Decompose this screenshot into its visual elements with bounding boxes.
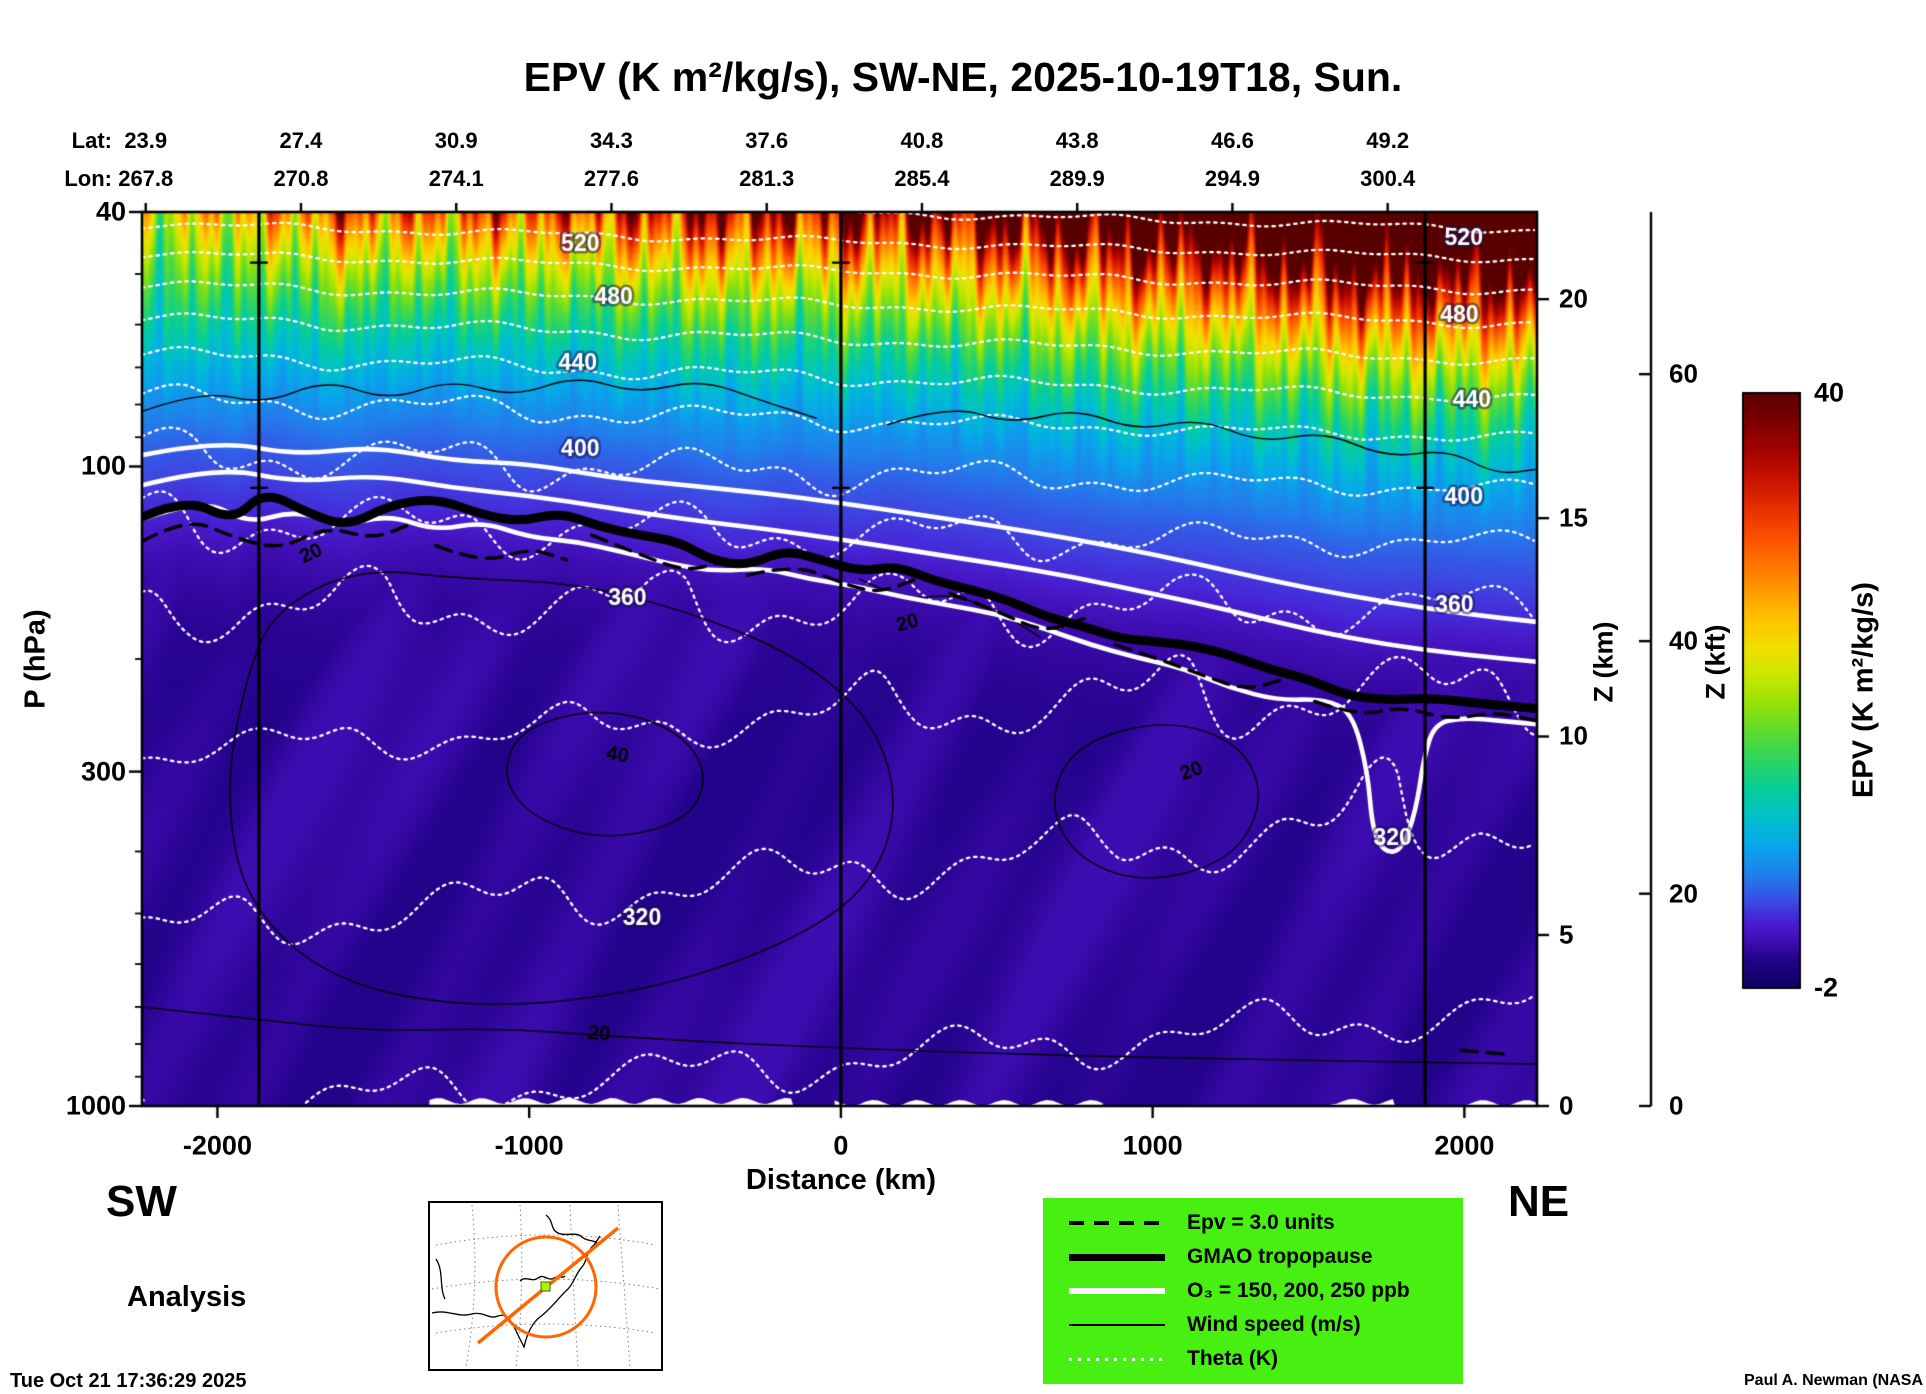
lon-axis-label: Lon:: [64, 166, 112, 191]
lat-value: 23.9: [124, 128, 168, 153]
legend-label-ozone: O₃ = 150, 200, 250 ppb: [1187, 1279, 1410, 1302]
legend-label-theta: Theta (K): [1187, 1347, 1278, 1370]
z-km-tick-label: 15: [1559, 502, 1588, 533]
legend: Epv = 3.0 units GMAO tropopause O₃ = 150…: [1043, 1198, 1463, 1384]
lat-value: 40.8: [900, 128, 944, 153]
legend-label-wind: Wind speed (m/s): [1187, 1313, 1361, 1336]
lat-axis-label: Lat:: [71, 128, 112, 153]
z-km-axis-title: Z (km): [1588, 621, 1619, 703]
lat-value: 37.6: [745, 128, 789, 153]
x-axis-title: Distance (km): [745, 1164, 937, 1196]
map-graticule: [431, 1204, 661, 1368]
lat-value: 27.4: [279, 128, 323, 153]
map-center-marker: [540, 1281, 551, 1292]
x-tick-label: -2000: [182, 1130, 252, 1161]
legend-label-epv3: Epv = 3.0 units: [1187, 1211, 1335, 1234]
ozone-line-sample: [1069, 1288, 1165, 1294]
colorbar-tick-label: -2: [1814, 972, 1839, 1003]
timestamp: Tue Oct 21 17:36:29 2025: [10, 1370, 247, 1392]
map-range-circle: [494, 1235, 598, 1339]
x-tick-label: 1000: [1122, 1130, 1183, 1161]
analysis-label: Analysis: [127, 1281, 247, 1313]
plot-title: EPV (K m²/kg/s), SW-NE, 2025-10-19T18, S…: [523, 54, 1403, 100]
legend-item-ozone: O₃ = 150, 200, 250 ppb: [1043, 1274, 1463, 1308]
z-kft-tick-label: 60: [1669, 358, 1698, 389]
p-tick-label: 40: [95, 196, 126, 227]
lon-value: 277.6: [583, 166, 639, 191]
lat-value: 49.2: [1366, 128, 1410, 153]
legend-label-tropopause: GMAO tropopause: [1187, 1245, 1373, 1268]
wind-line-sample: [1069, 1324, 1165, 1326]
lat-value: 30.9: [434, 128, 478, 153]
lat-value: 43.8: [1055, 128, 1099, 153]
z-kft-tick-label: 40: [1669, 625, 1698, 656]
z-kft-axis-title: Z (kft): [1700, 624, 1731, 700]
credit: Paul A. Newman (NASA: [1744, 1372, 1923, 1389]
lon-value: 285.4: [894, 166, 950, 191]
theta-line-sample: [1069, 1357, 1165, 1361]
legend-item-theta: Theta (K): [1043, 1342, 1463, 1376]
lon-value: 267.8: [118, 166, 174, 191]
x-tick-label: 2000: [1434, 1130, 1495, 1161]
lon-value: 270.8: [273, 166, 329, 191]
z-km-tick-label: 10: [1559, 720, 1588, 751]
lon-value: 300.4: [1360, 166, 1416, 191]
lon-value: 274.1: [428, 166, 484, 191]
lon-value: 281.3: [739, 166, 795, 191]
z-km-tick-label: 5: [1559, 919, 1574, 950]
lat-value: 34.3: [590, 128, 633, 153]
colorbar-tick-label: 40: [1814, 377, 1845, 408]
p-tick-label: 300: [80, 756, 126, 787]
z-km-tick-label: 0: [1559, 1090, 1574, 1121]
lon-value: 289.9: [1049, 166, 1105, 191]
legend-item-epv3: Epv = 3.0 units: [1043, 1206, 1463, 1240]
p-tick-label: 1000: [65, 1090, 126, 1121]
z-kft-tick-label: 20: [1669, 878, 1698, 909]
legend-item-wind: Wind speed (m/s): [1043, 1308, 1463, 1342]
z-km-tick-label: 20: [1559, 283, 1588, 314]
ne-endpoint-label: NE: [1508, 1177, 1570, 1226]
sw-endpoint-label: SW: [106, 1177, 177, 1226]
x-tick-label: 0: [833, 1130, 849, 1161]
z-kft-tick-label: 0: [1669, 1090, 1684, 1121]
p-tick-label: 100: [80, 450, 126, 481]
inset-map: [428, 1201, 663, 1371]
x-tick-label: -1000: [494, 1130, 564, 1161]
lon-value: 294.9: [1204, 166, 1260, 191]
tropopause-line-sample: [1069, 1253, 1165, 1261]
lat-value: 46.6: [1211, 128, 1254, 153]
legend-item-tropopause: GMAO tropopause: [1043, 1240, 1463, 1274]
epv3-dashed-line-sample: [1069, 1221, 1165, 1225]
colorbar-title: EPV (K m²/kg/s): [1847, 582, 1880, 798]
y-axis-title: P (hPa): [19, 609, 52, 709]
